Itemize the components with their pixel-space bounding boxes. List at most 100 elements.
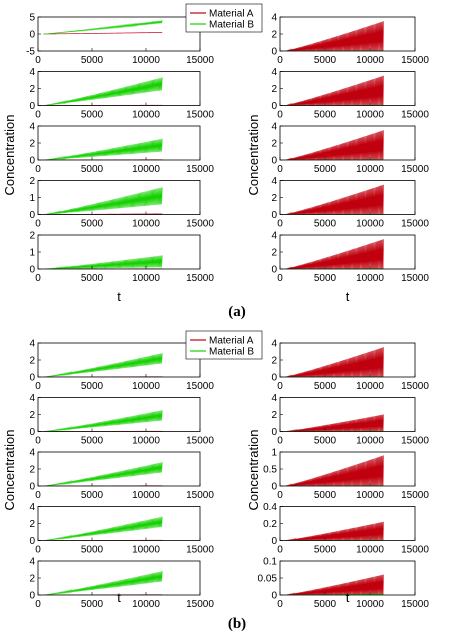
series-group <box>43 77 163 106</box>
y-axis-label: Concentration <box>246 430 261 511</box>
y-tick-label: 0 <box>271 210 277 221</box>
y-tick-label: 4 <box>29 502 35 513</box>
series-group <box>284 574 384 595</box>
x-tick-label: 15000 <box>186 164 214 175</box>
x-axis-label: t <box>117 590 121 605</box>
axes-box <box>37 451 201 487</box>
axes-box <box>37 397 201 432</box>
series-line-material-a <box>284 574 384 595</box>
y-tick-label: 0 <box>29 591 35 602</box>
x-tick-label: 15000 <box>401 273 429 284</box>
y-tick-label: 0 <box>271 427 277 438</box>
series-group <box>284 75 384 106</box>
x-tick-label: 0 <box>35 164 41 175</box>
y-tick-label: 2 <box>29 574 35 585</box>
series-group <box>43 516 163 541</box>
x-tick-label: 0 <box>277 490 283 501</box>
series-line-material-a <box>284 347 384 377</box>
series-line-material-b <box>43 571 163 595</box>
x-tick-label: 5000 <box>314 381 337 392</box>
x-tick-label: 5000 <box>314 273 337 284</box>
x-tick-label: 0 <box>277 55 283 66</box>
y-tick-label: 2 <box>271 193 277 204</box>
y-tick-label: 0.05 <box>258 574 278 585</box>
series-group <box>284 130 384 160</box>
x-tick-label: 10000 <box>356 545 384 556</box>
x-tick-label: 5000 <box>81 110 104 121</box>
series-line-material-a <box>43 31 163 35</box>
x-tick-label: 5000 <box>81 219 104 230</box>
y-tick-label: 2 <box>29 139 35 150</box>
y-tick-label: 0 <box>29 373 35 384</box>
x-tick-label: 5000 <box>81 436 104 447</box>
series-group <box>43 20 163 35</box>
y-tick-label: 2 <box>29 176 35 187</box>
x-tick-label: 15000 <box>186 219 214 230</box>
x-tick-label: 15000 <box>401 110 429 121</box>
y-tick-label: 4 <box>29 339 35 350</box>
series-group <box>284 347 384 377</box>
x-tick-label: 0 <box>35 219 41 230</box>
x-tick-label: 10000 <box>356 164 384 175</box>
series-line-material-b <box>43 353 163 377</box>
x-tick-label: 15000 <box>401 490 429 501</box>
y-tick-label: 5 <box>29 13 35 24</box>
subplot: 0 1 2 0 5000 10000 15000 <box>29 231 214 285</box>
series-line-material-a <box>284 184 384 215</box>
series-line-material-a <box>284 414 384 432</box>
y-tick-label: 0.5 <box>263 465 277 476</box>
y-tick-label: 0 <box>29 101 35 112</box>
series-line-material-b <box>43 516 163 541</box>
panel-label: (b) <box>228 616 246 632</box>
x-tick-label: 0 <box>35 490 41 501</box>
panel-label: (a) <box>228 304 246 320</box>
legend-label: Material B <box>209 20 254 31</box>
y-tick-label: 4 <box>29 557 35 568</box>
x-tick-label: 10000 <box>132 490 160 501</box>
x-tick-label: 10000 <box>132 164 160 175</box>
subplot: 0 0.5 1 0 5000 10000 15000 <box>263 448 429 502</box>
subplot: 0 2 4 0 5000 10000 15000 <box>271 67 429 121</box>
x-tick-label: 15000 <box>186 110 214 121</box>
y-tick-label: 2 <box>29 465 35 476</box>
x-tick-label: 0 <box>35 599 41 610</box>
subplot: 0 2 4 0 5000 10000 15000 <box>29 448 214 502</box>
series-group <box>284 239 384 269</box>
x-tick-label: 5000 <box>314 219 337 230</box>
y-tick-label: 0 <box>271 591 277 602</box>
x-tick-label: 15000 <box>186 273 214 284</box>
subplot: 0 2 4 0 5000 10000 15000 <box>29 122 214 176</box>
x-tick-label: 5000 <box>81 273 104 284</box>
y-tick-label: 2 <box>271 410 277 421</box>
x-tick-label: 15000 <box>401 545 429 556</box>
x-tick-label: 0 <box>35 381 41 392</box>
x-tick-label: 15000 <box>401 55 429 66</box>
series-line-material-b <box>43 138 163 160</box>
series-group <box>284 414 384 432</box>
series-line-material-b <box>43 410 163 432</box>
y-tick-label: 1 <box>29 248 35 259</box>
subplot: 0 2 4 0 5000 10000 15000 <box>29 557 214 611</box>
y-tick-label: 0 <box>271 482 277 493</box>
x-tick-label: 15000 <box>186 436 214 447</box>
x-tick-label: 15000 <box>186 55 214 66</box>
series-line-material-b <box>43 77 163 106</box>
y-tick-label: 0 <box>271 47 277 58</box>
legend-box <box>185 3 263 33</box>
y-tick-label: 4 <box>29 122 35 133</box>
x-tick-label: 0 <box>277 381 283 392</box>
axes-box <box>37 180 201 215</box>
x-tick-label: 5000 <box>81 164 104 175</box>
subplot: 0 2 4 0 5000 10000 15000 <box>271 393 429 447</box>
subplot: 0 2 4 0 5000 10000 15000 <box>29 67 214 121</box>
series-line-material-a <box>284 521 384 541</box>
series-line-material-a <box>284 75 384 106</box>
series-line-material-a <box>284 455 384 486</box>
subplot: 0 0.2 0.4 0 5000 10000 15000 <box>263 502 429 556</box>
